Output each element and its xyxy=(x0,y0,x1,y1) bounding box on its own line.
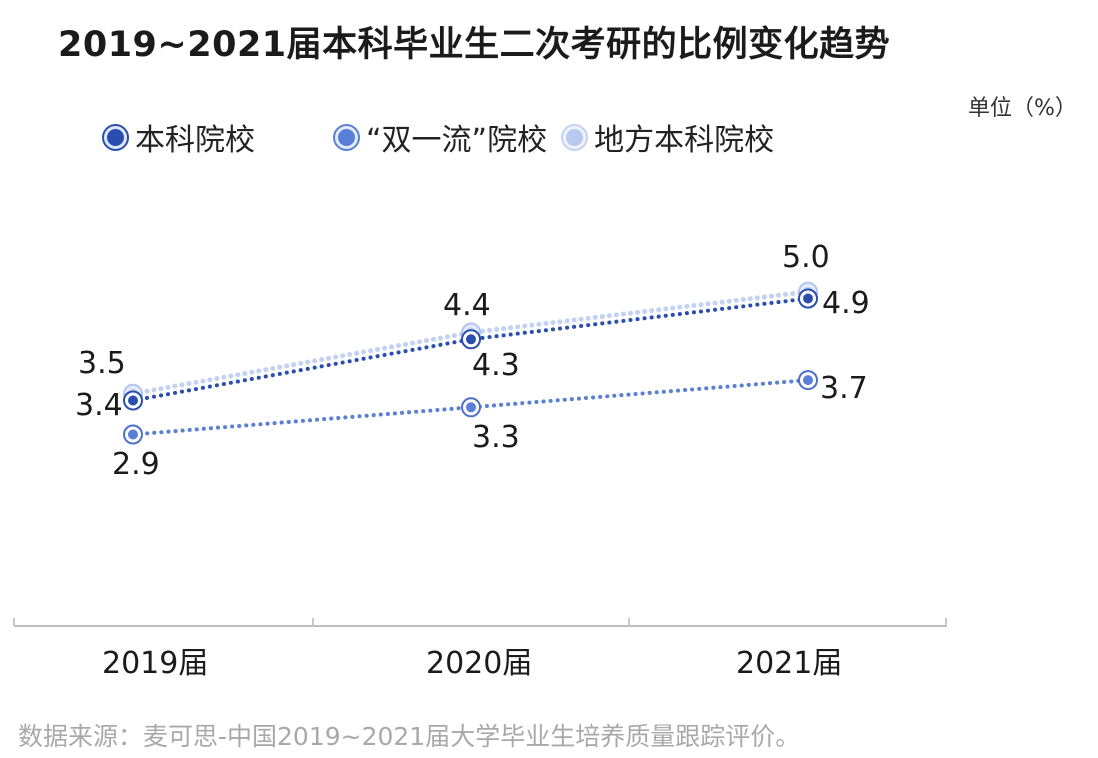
data-label-undergrad: 4.3 xyxy=(472,348,520,383)
data-label-undergrad: 3.4 xyxy=(75,388,123,423)
data-point-undergrad xyxy=(123,390,143,411)
data-point-double-first-class xyxy=(461,397,481,418)
legend-item-local-undergrad: 地方本科院校 xyxy=(561,115,774,159)
source-note: 数据来源：麦可思-中国2019~2021届大学毕业生培养质量跟踪评价。 xyxy=(18,722,801,751)
data-label-local-undergrad: 4.4 xyxy=(443,288,491,323)
data-label-local-undergrad: 5.0 xyxy=(782,240,830,275)
x-tick-label: 2019届 xyxy=(102,646,208,681)
data-label-double-first-class: 2.9 xyxy=(112,447,160,482)
chart-title: 2019~2021届本科毕业生二次考研的比例变化趋势 xyxy=(58,25,891,65)
legend-label-undergrad: 本科院校 xyxy=(135,123,255,158)
data-point-undergrad xyxy=(798,288,818,309)
data-point-double-first-class xyxy=(123,424,143,445)
legend-marker-local-undergrad xyxy=(561,123,589,151)
legend: 本科院校 “双一流”院校 地方本科院校 xyxy=(102,115,774,159)
legend-item-undergrad: 本科院校 xyxy=(102,115,255,159)
data-point-double-first-class xyxy=(798,370,818,391)
data-label-double-first-class: 3.3 xyxy=(472,420,520,455)
legend-label-double-first-class: “双一流”院校 xyxy=(366,123,548,158)
legend-marker-undergrad xyxy=(102,123,129,151)
x-tick-label: 2020届 xyxy=(426,646,532,681)
legend-label-local-undergrad: 地方本科院校 xyxy=(594,123,775,158)
data-label-local-undergrad: 3.5 xyxy=(78,346,126,381)
x-tick-label: 2021届 xyxy=(736,646,842,681)
data-label-undergrad: 4.9 xyxy=(822,286,870,321)
unit-label: 单位（%） xyxy=(968,96,1077,121)
data-point-undergrad xyxy=(461,329,481,350)
series-line-undergrad xyxy=(131,296,810,403)
legend-marker-double-first-class xyxy=(333,123,360,151)
series-line-local-undergrad xyxy=(130,289,811,397)
data-label-double-first-class: 3.7 xyxy=(820,371,868,406)
legend-item-double-first-class: “双一流”院校 xyxy=(333,115,547,159)
